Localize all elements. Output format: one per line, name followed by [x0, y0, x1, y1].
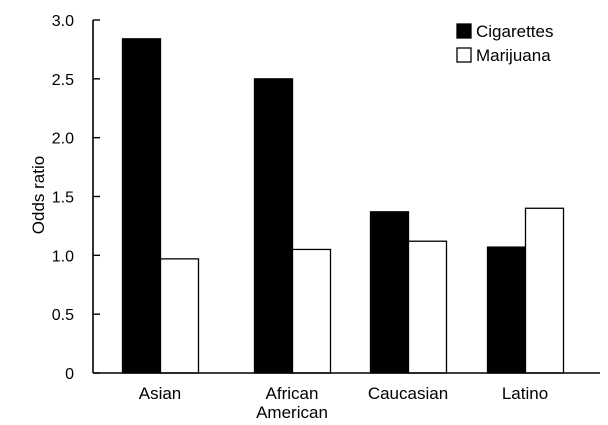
- x-tick-label: American: [256, 403, 328, 422]
- y-axis-title: Odds ratio: [29, 156, 48, 234]
- y-tick-label: 0.5: [52, 307, 74, 324]
- y-tick-label: 3.0: [52, 13, 74, 30]
- bar-cigarettes-3: [486, 246, 527, 374]
- legend-swatch-cigarettes: [456, 23, 472, 39]
- x-tick-label: Asian: [139, 384, 182, 403]
- bar-marijuana-2: [407, 240, 448, 374]
- bar-cigarettes-0: [121, 38, 162, 374]
- y-tick-label: 2.5: [52, 72, 74, 89]
- y-tick-label: 0: [65, 366, 74, 383]
- bar-marijuana-1: [291, 248, 332, 374]
- y-tick-label: 2.0: [52, 131, 74, 148]
- y-tick-label: 1.0: [52, 248, 74, 265]
- legend-swatch-marijuana: [456, 47, 472, 63]
- bar-marijuana-3: [524, 207, 565, 374]
- legend-label-cigarettes: Cigarettes: [476, 22, 553, 41]
- x-tick-label: African: [266, 384, 319, 403]
- bars-layer: [121, 38, 565, 374]
- legend: Cigarettes Marijuana: [456, 22, 553, 65]
- legend-label-marijuana: Marijuana: [476, 46, 551, 65]
- bar-marijuana-0: [159, 258, 200, 374]
- bar-cigarettes-1: [253, 78, 294, 374]
- x-tick-label: Latino: [502, 384, 548, 403]
- x-tick-label: Caucasian: [368, 384, 448, 403]
- y-tick-label: 1.5: [52, 190, 74, 207]
- bar-cigarettes-2: [369, 211, 410, 374]
